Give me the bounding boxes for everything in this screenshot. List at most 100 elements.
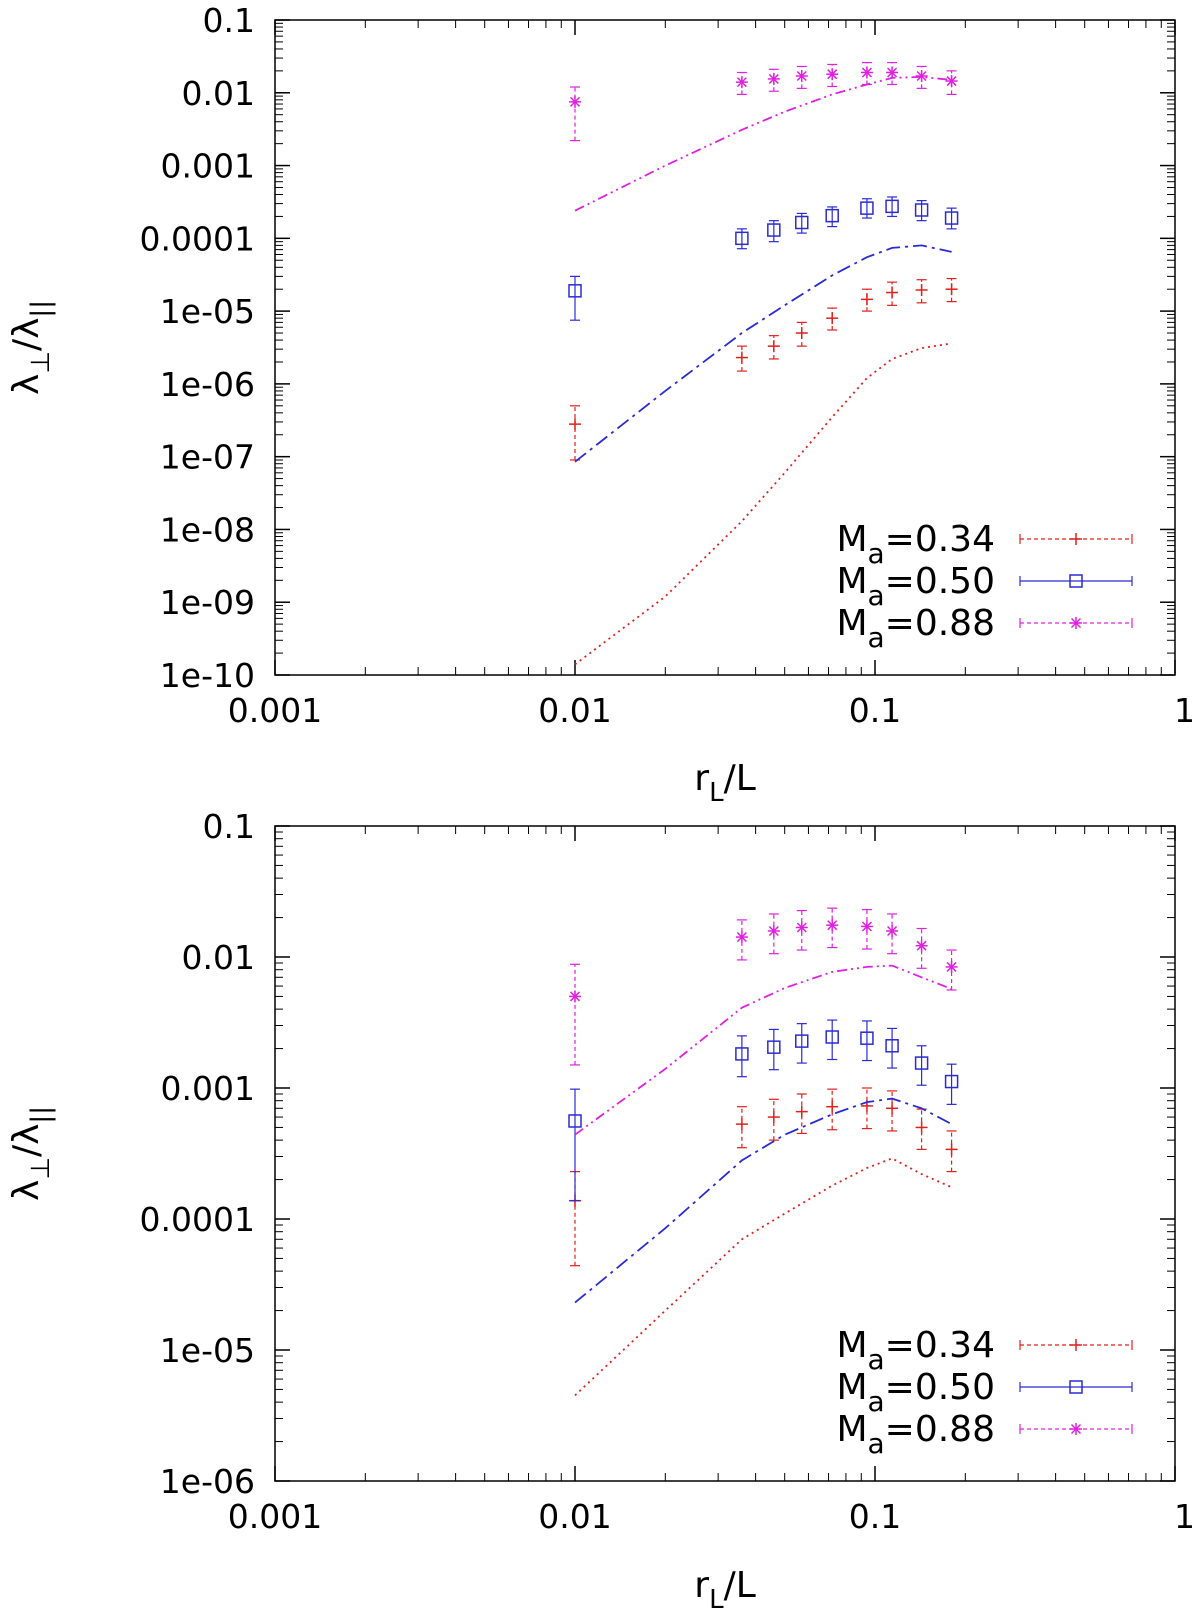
error-bar [796,321,807,347]
data-point [826,919,839,932]
data-point [915,70,928,83]
y-axis-label: λ⊥/λ|| [6,300,56,395]
data-point [795,215,809,230]
square-marker [795,1034,809,1048]
y-tick-label: 0.0001 [140,219,255,258]
data-point [767,924,780,937]
error-bar [570,275,580,321]
plot-data [568,61,959,666]
square-marker [825,208,839,223]
error-bar [916,279,927,304]
star-marker-d2 [768,925,779,937]
error-bar [768,1098,779,1141]
y-tick-label: 1e-10 [160,656,255,695]
model-curve [574,964,952,1136]
data-point [826,312,839,325]
legend-label-main: M [836,1325,867,1366]
square-marker [860,1031,874,1045]
error-bar [827,1019,838,1061]
series-M_a=0.88 [569,61,958,212]
legend-label: Ma=0.34 [836,519,995,570]
error-bar [946,949,957,991]
y-tick-label: 0.001 [161,1069,255,1108]
legend-label: Ma=0.88 [836,603,995,654]
x-tick-label: 1 [1174,1497,1195,1536]
square-marker [568,284,582,298]
error-bar [570,86,580,142]
square-marker [885,199,899,214]
star-marker-d2 [861,921,872,932]
square-marker [914,203,929,217]
y-tick-label: 1e-05 [160,1331,255,1370]
error-bar [736,345,747,372]
legend-label-main: M [836,519,867,560]
y-tick-label: 1e-07 [160,438,255,477]
data-point [885,199,899,214]
y-axis-label-lambda: λ [6,374,47,395]
error-bar [861,1020,872,1062]
star-marker-d2 [569,96,581,107]
y-tick-label: 0.01 [182,74,255,113]
x-axis-label-sub: L [709,778,724,808]
star-marker-d2 [861,67,872,78]
plot-data [568,907,959,1397]
data-point [569,990,581,1003]
legend-label: Ma=0.88 [836,1409,995,1460]
square-marker [735,231,749,246]
y-tick-label: 0.001 [161,147,255,186]
x-axis-label: rL/L [694,1565,756,1612]
square-marker [795,215,809,230]
square-marker [914,1056,929,1070]
legend-label-rest: =0.88 [885,1409,995,1450]
data-point [767,340,780,353]
data-point [795,1034,809,1048]
star-marker-d2 [887,925,898,937]
data-point [860,66,873,79]
error-bar [916,1045,927,1086]
star-marker-d2 [569,991,581,1002]
square-marker [1069,1380,1083,1394]
error-bar [887,1027,898,1069]
legend-marker [1069,1380,1083,1394]
star-marker-d2 [796,70,807,82]
data-point [735,1047,749,1061]
x-tick-label: 1 [1174,691,1195,730]
series-M_a=0.50 [568,196,959,463]
y-axis-label-slash: / [6,1144,47,1157]
series-M_a=0.50 [568,1019,959,1304]
data-point [886,286,899,299]
data-point [825,208,839,223]
error-bar [736,919,747,961]
legend-label: Ma=0.50 [836,561,995,612]
legend-marker [1070,617,1082,629]
chart-panel-2: 0.001 0.01 0.1 1 1e-06 1e-05 0.0001 0.001 0.01 0.… [6,807,1195,1612]
legend-label-rest: =0.50 [885,1367,995,1408]
data-point [735,351,748,364]
error-bar [796,1093,807,1135]
x-tick-label: 0.001 [228,691,322,730]
star-marker-d2 [916,940,927,951]
star-marker-d2 [1070,617,1082,629]
y-axis-label-lambda: λ [6,1124,47,1145]
data-point [945,1143,958,1156]
legend-label-rest: =0.88 [885,603,995,644]
x-axis-label-main: r [694,758,709,799]
data-point [885,1039,899,1053]
star-marker-d2 [796,922,807,933]
error-bar [827,1088,838,1131]
error-bar [916,927,927,969]
error-bar [570,1088,580,1202]
star-marker-d2 [946,76,957,87]
error-bar [768,335,779,360]
error-bar [887,281,898,306]
error-bar [946,277,957,303]
error-bar [570,405,580,461]
legend-label-main: M [836,603,867,644]
legend-marker [1070,1339,1082,1351]
data-point [795,327,808,340]
data-point [915,284,928,297]
square-marker [735,1047,749,1061]
y-axis-label: λ⊥/λ|| [6,1106,56,1201]
